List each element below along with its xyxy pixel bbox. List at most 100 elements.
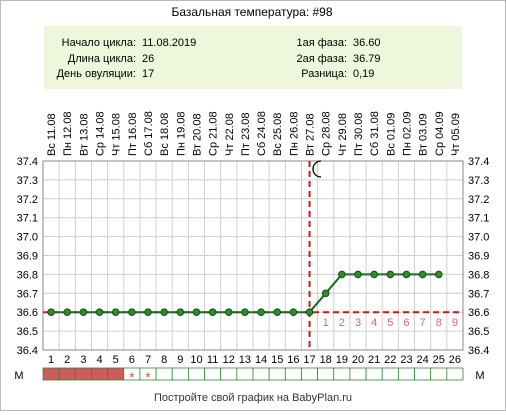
day-number: 25	[433, 354, 445, 366]
temperature-point	[192, 308, 201, 317]
temperature-point	[370, 270, 378, 279]
temperature-point	[273, 308, 282, 317]
date-label: Пт 16.08	[127, 112, 139, 156]
temperature-point	[224, 308, 233, 317]
temperature-point	[47, 308, 55, 317]
menstruation-cell	[381, 367, 399, 381]
ovulation-day-label: День овуляции:	[57, 68, 136, 80]
menstruation-cell	[187, 367, 205, 381]
phase1-value: 36.60	[353, 37, 381, 49]
menstruation-cell	[74, 367, 92, 381]
menstruation-cell	[446, 367, 464, 381]
date-labels: Вс 11.08 Пн 12.08 Вт 13.08 Ср 14.08 Чт 15.08…	[46, 111, 462, 156]
temperature-series	[47, 270, 443, 317]
day-number: 6	[129, 354, 135, 366]
temperature-point	[386, 270, 395, 279]
menstruation-cell	[430, 367, 448, 381]
date-label: Вс 11.08	[46, 113, 58, 156]
spotting-mark: *	[145, 369, 151, 385]
date-label: Вт 27.08	[305, 113, 317, 156]
day-number: 20	[352, 354, 364, 366]
y-tick-label: 36.4	[17, 345, 38, 357]
day-number: 24	[416, 354, 428, 366]
temperature-point	[128, 308, 136, 317]
date-label: Пт 23.08	[240, 112, 252, 156]
footer-link[interactable]: Постройте свой график на BabyPlan.ru	[154, 392, 352, 404]
temperature-point	[79, 308, 88, 317]
chart-title: Базальная температура: #98	[171, 5, 332, 19]
temperature-point	[289, 308, 298, 317]
menstruation-cell	[220, 367, 238, 381]
temperature-point	[338, 270, 346, 279]
y-tick-label: 37.2	[468, 194, 489, 206]
y-tick-label: 36.5	[17, 326, 38, 338]
day-number: 7	[145, 354, 151, 366]
y-axis-right: 36.4 36.5 36.6 36.7 36.8 36.9 37.0 37.1 37.2 37.3…	[468, 156, 489, 357]
menstruation-cell	[252, 367, 270, 381]
menstruation-cell	[317, 367, 335, 381]
luteal-day-label: 8	[436, 317, 442, 329]
menstruation-cell	[301, 367, 319, 381]
y-tick-label: 36.5	[468, 326, 489, 338]
day-number: 21	[368, 354, 380, 366]
temperature-point	[354, 270, 362, 279]
luteal-day-label: 4	[371, 317, 377, 329]
m-label-right: М	[475, 370, 484, 382]
temperature-point	[160, 308, 168, 317]
date-label: Чт 29.08	[337, 113, 349, 156]
date-label: Ср 04.09	[434, 111, 446, 156]
date-label: Вт 03.09	[418, 113, 430, 156]
luteal-day-label: 9	[452, 317, 458, 329]
y-tick-label: 37.2	[17, 194, 38, 206]
day-number: 4	[96, 354, 102, 366]
day-number: 5	[113, 354, 119, 366]
date-label: Ср 28.08	[321, 111, 333, 156]
menstruation-cell	[204, 367, 222, 381]
y-tick-label: 37.0	[468, 232, 489, 244]
grid	[42, 160, 464, 351]
date-label: Вт 20.08	[191, 113, 203, 156]
y-tick-label: 36.8	[17, 269, 38, 281]
y-tick-label: 36.9	[17, 251, 38, 263]
plot-border	[42, 160, 464, 351]
menstruation-cell	[236, 367, 254, 381]
date-label: Чт 22.08	[224, 113, 236, 156]
date-label: Пн 26.08	[288, 111, 300, 156]
menstruation-cell	[414, 367, 432, 381]
y-tick-label: 36.6	[468, 307, 489, 319]
day-number: 15	[271, 354, 283, 366]
temperature-point	[176, 308, 185, 317]
cycle-start-value: 11.08.2019	[142, 37, 196, 49]
difference-label: Разница:	[301, 68, 347, 80]
date-label: Ср 14.08	[95, 111, 107, 156]
y-tick-label: 36.6	[17, 307, 38, 319]
day-number: 22	[384, 354, 396, 366]
cycle-length-value: 26	[142, 53, 154, 65]
menstruation-cell	[397, 367, 415, 381]
y-tick-label: 37.3	[468, 175, 489, 187]
day-number: 26	[449, 354, 461, 366]
date-label: Вс 18.08	[159, 113, 171, 156]
day-number: 1	[48, 354, 54, 366]
difference-value: 0,19	[353, 68, 374, 80]
temperature-point	[305, 308, 314, 317]
temperature-point	[241, 308, 249, 317]
temperature-point	[402, 270, 411, 279]
day-number: 11	[207, 354, 218, 366]
spotting-mark: *	[129, 369, 135, 385]
cycle-length-label: Длина цикла:	[68, 53, 136, 65]
day-number-labels: 1 2 3 4 5 6 7 8 9 10 11 12 13 14 15 16 17 18 19 20 21 22 23 24 2…	[48, 354, 461, 366]
menstruation-cell	[155, 367, 173, 381]
day-number: 23	[400, 354, 412, 366]
temperature-point	[208, 308, 217, 317]
luteal-day-label: 2	[339, 317, 345, 329]
y-tick-label: 37.0	[17, 232, 38, 244]
y-axis-left: 36.4 36.5 36.6 36.7 36.8 36.9 37.0 37.1 37.2 37.3…	[17, 156, 38, 357]
luteal-day-label: 1	[323, 317, 329, 329]
menstruation-row: * *	[42, 367, 464, 385]
y-tick-label: 37.1	[17, 213, 38, 225]
menstruation-cell	[58, 367, 76, 381]
date-label: Сб 24.08	[256, 111, 268, 156]
y-tick-label: 37.3	[17, 175, 38, 187]
